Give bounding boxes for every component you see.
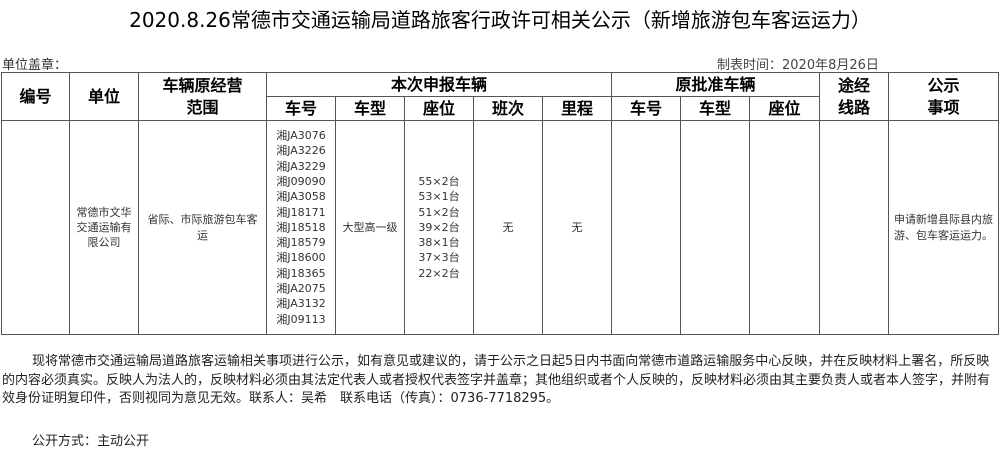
header-o-plate: 车号 xyxy=(611,96,681,121)
plate: 湘J18171 xyxy=(276,205,326,219)
seat-entry: 53×1台 xyxy=(418,190,460,204)
seat-entry: 51×2台 xyxy=(418,205,460,219)
seat-entry: 37×3台 xyxy=(418,251,460,265)
plate: 湘J18579 xyxy=(276,236,326,250)
plate: 湘J09113 xyxy=(276,312,326,326)
cell-matter: 申请新增县际县内旅游、包车客运运力。 xyxy=(888,120,999,335)
header-scope: 车辆原经营范围 xyxy=(138,72,267,121)
plate: 湘JA3229 xyxy=(276,159,326,173)
seat-entry: 38×1台 xyxy=(418,236,460,250)
seal-label: 单位盖章： xyxy=(2,58,68,73)
notice-text: 现将常德市交通运输局道路旅客运输相关事项进行公示，如有意见或建议的，请于公示之日… xyxy=(2,354,991,406)
plate: 湘JA3226 xyxy=(276,144,326,158)
header-current: 本次申报车辆 xyxy=(266,72,612,97)
date-label: 制表时间：2020年8月26日 xyxy=(717,58,879,73)
header-matter: 公示事项 xyxy=(888,72,999,121)
plate: 湘JA3132 xyxy=(276,297,326,311)
plate: 湘JA3058 xyxy=(276,190,326,204)
plate: 湘J18600 xyxy=(276,251,326,265)
page-title: 2020.8.26常德市交通运输局道路旅客行政许可相关公示（新增旅游包车客运运力… xyxy=(129,8,871,32)
header-o-seats: 座位 xyxy=(749,96,820,121)
seat-entry: 22×2台 xyxy=(418,266,460,280)
header-no: 编号 xyxy=(1,72,70,121)
cell-no xyxy=(1,120,70,335)
header-seats: 座位 xyxy=(404,96,474,121)
header-route: 途经线路 xyxy=(819,72,889,121)
license-table: 编号 单位 车辆原经营范围 本次申报车辆 原批准车辆 途经线路 公示事项 车号 … xyxy=(1,72,999,335)
cell-mileage: 无 xyxy=(542,120,612,335)
publication-method: 公开方式：主动公开 xyxy=(32,434,150,449)
plate: 湘J18365 xyxy=(276,266,326,280)
cell-o-seats xyxy=(749,120,820,335)
header-type: 车型 xyxy=(335,96,405,121)
header-plate: 车号 xyxy=(266,96,336,121)
plate: 湘J09090 xyxy=(276,174,326,188)
header-shifts: 班次 xyxy=(473,96,543,121)
header-original: 原批准车辆 xyxy=(611,72,820,97)
seat-entry: 39×2台 xyxy=(418,220,460,234)
table-row: 常德市文华交通运输有限公司 省际、市际旅游包车客运 湘JA3076 湘JA322… xyxy=(1,120,999,335)
header-unit: 单位 xyxy=(69,72,139,121)
cell-type: 大型高一级 xyxy=(335,120,405,335)
cell-route xyxy=(819,120,889,335)
cell-o-type xyxy=(680,120,750,335)
plate: 湘JA3076 xyxy=(276,129,326,143)
cell-o-plate xyxy=(611,120,681,335)
plate: 湘JA2075 xyxy=(276,282,326,296)
header-mileage: 里程 xyxy=(542,96,612,121)
seat-entry: 55×2台 xyxy=(418,174,460,188)
cell-shifts: 无 xyxy=(473,120,543,335)
header-o-type: 车型 xyxy=(680,96,750,121)
cell-seats: 55×2台 53×1台 51×2台 39×2台 38×1台 37×3台 22×2… xyxy=(404,120,474,335)
cell-plates: 湘JA3076 湘JA3226 湘JA3229 湘J09090 湘JA3058 … xyxy=(266,120,336,335)
cell-scope: 省际、市际旅游包车客运 xyxy=(138,120,267,335)
cell-unit: 常德市文华交通运输有限公司 xyxy=(69,120,139,335)
plate: 湘J18518 xyxy=(276,220,326,234)
